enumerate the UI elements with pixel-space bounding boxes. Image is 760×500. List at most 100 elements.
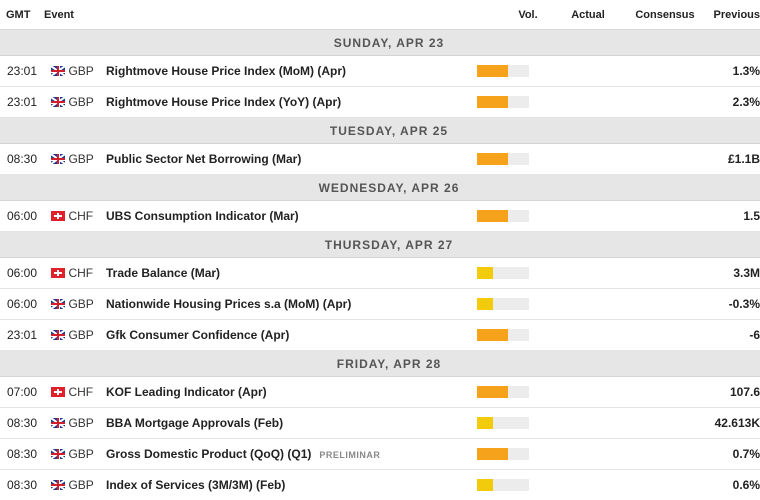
event-name[interactable]: Trade Balance (Mar): [106, 266, 477, 280]
event-time: 07:00: [7, 385, 38, 399]
volatility-bar: [477, 479, 529, 491]
header-volatility[interactable]: Vol.: [518, 8, 538, 21]
day-header: THURSDAY, APR 27: [0, 232, 760, 258]
event-title[interactable]: KOF Leading Indicator (Apr): [106, 385, 267, 399]
event-title[interactable]: Public Sector Net Borrowing (Mar): [106, 152, 302, 166]
table-header: GMT Event Vol. Actual Consensus Previous: [0, 0, 760, 30]
event-row[interactable]: 06:00 CHF Trade Balance (Mar) 3.3M: [0, 258, 760, 289]
volatility-bar: [477, 65, 529, 77]
day-header: TUESDAY, APR 25: [0, 118, 760, 144]
header-gmt[interactable]: GMT: [6, 8, 31, 21]
event-name[interactable]: Rightmove House Price Index (MoM) (Apr): [106, 64, 477, 78]
volatility-bar: [477, 329, 529, 341]
volatility-fill: [477, 479, 493, 491]
event-name[interactable]: Gross Domestic Product (QoQ) (Q1) PRELIMI…: [106, 447, 477, 461]
event-time: 06:00: [7, 209, 38, 223]
event-row[interactable]: 08:30 GBP Public Sector Net Borrowing (Mar…: [0, 144, 760, 175]
volatility-fill: [477, 417, 493, 429]
volatility-fill: [477, 298, 493, 310]
event-row[interactable]: 08:30 GBP Gross Domestic Product (QoQ) (Q1…: [0, 439, 760, 470]
day-header: SUNDAY, APR 23: [0, 30, 760, 56]
event-row[interactable]: 08:30 GBP Index of Services (3M/3M) (Feb) 0…: [0, 470, 760, 500]
volatility-fill: [477, 448, 509, 460]
event-currency: CHF: [68, 209, 94, 223]
volatility-fill: [477, 96, 509, 108]
event-time: 08:30: [7, 478, 38, 492]
volatility-fill: [477, 267, 493, 279]
event-previous: 0.6%: [732, 478, 760, 492]
event-time: 08:30: [7, 447, 38, 461]
event-title[interactable]: Nationwide Housing Prices s.a (MoM) (Apr…: [106, 297, 352, 311]
event-previous: 42.613K: [714, 416, 760, 430]
event-previous: 0.7%: [732, 447, 760, 461]
swiss-flag-icon: [51, 268, 66, 278]
event-time: 08:30: [7, 416, 38, 430]
event-row[interactable]: 06:00 CHF UBS Consumption Indicator (Mar) 1…: [0, 201, 760, 232]
event-tag: PRELIMINAR: [319, 450, 381, 460]
uk-flag-icon: [51, 299, 66, 309]
event-currency: GBP: [68, 152, 94, 166]
event-currency: CHF: [68, 385, 94, 399]
volatility-fill: [477, 210, 509, 222]
volatility-bar: [477, 417, 529, 429]
day-header: FRIDAY, APR 28: [0, 351, 760, 377]
event-currency: CHF: [68, 266, 94, 280]
event-title[interactable]: Index of Services (3M/3M) (Feb): [106, 478, 286, 492]
event-currency: GBP: [68, 447, 94, 461]
header-consensus[interactable]: Consensus: [635, 8, 695, 21]
event-title[interactable]: UBS Consumption Indicator (Mar): [106, 209, 299, 223]
event-previous: 3.3M: [733, 266, 760, 280]
event-time: 08:30: [7, 152, 38, 166]
event-row[interactable]: 23:01 GBP Gfk Consumer Confidence (Apr) -6: [0, 320, 760, 351]
event-row[interactable]: 07:00 CHF KOF Leading Indicator (Apr) 107.6: [0, 377, 760, 408]
event-name[interactable]: KOF Leading Indicator (Apr): [106, 385, 477, 399]
header-actual[interactable]: Actual: [571, 8, 605, 21]
event-name[interactable]: UBS Consumption Indicator (Mar): [106, 209, 477, 223]
event-title[interactable]: Gross Domestic Product (QoQ) (Q1): [106, 447, 312, 461]
uk-flag-icon: [51, 66, 66, 76]
event-currency: GBP: [68, 297, 94, 311]
event-time: 23:01: [7, 64, 38, 78]
volatility-bar: [477, 210, 529, 222]
event-currency: GBP: [68, 328, 94, 342]
header-previous[interactable]: Previous: [713, 8, 760, 21]
event-name[interactable]: BBA Mortgage Approvals (Feb): [106, 416, 477, 430]
event-row[interactable]: 08:30 GBP BBA Mortgage Approvals (Feb) 42.6…: [0, 408, 760, 439]
event-title[interactable]: Trade Balance (Mar): [106, 266, 221, 280]
event-name[interactable]: Index of Services (3M/3M) (Feb): [106, 478, 477, 492]
event-name[interactable]: Gfk Consumer Confidence (Apr): [106, 328, 477, 342]
volatility-fill: [477, 153, 509, 165]
event-currency: GBP: [68, 64, 94, 78]
volatility-bar: [477, 267, 529, 279]
swiss-flag-icon: [51, 211, 66, 221]
uk-flag-icon: [51, 480, 66, 490]
event-row[interactable]: 23:01 GBP Rightmove House Price Index (YoY…: [0, 87, 760, 118]
volatility-fill: [477, 65, 509, 77]
event-row[interactable]: 23:01 GBP Rightmove House Price Index (MoM…: [0, 56, 760, 87]
event-previous: 2.3%: [732, 95, 760, 109]
event-title[interactable]: Rightmove House Price Index (MoM) (Apr): [106, 64, 347, 78]
volatility-fill: [477, 329, 509, 341]
event-row[interactable]: 06:00 GBP Nationwide Housing Prices s.a (M…: [0, 289, 760, 320]
event-previous: 1.3%: [732, 64, 760, 78]
event-title[interactable]: BBA Mortgage Approvals (Feb): [106, 416, 284, 430]
event-time: 23:01: [7, 328, 38, 342]
event-previous: -0.3%: [728, 297, 760, 311]
event-previous: £1.1B: [727, 152, 760, 166]
uk-flag-icon: [51, 449, 66, 459]
event-time: 23:01: [7, 95, 38, 109]
event-name[interactable]: Public Sector Net Borrowing (Mar): [106, 152, 477, 166]
uk-flag-icon: [51, 418, 66, 428]
header-event[interactable]: Event: [44, 8, 74, 21]
event-previous: 1.5: [743, 209, 760, 223]
uk-flag-icon: [51, 330, 66, 340]
event-previous: -6: [749, 328, 760, 342]
volatility-bar: [477, 298, 529, 310]
event-name[interactable]: Nationwide Housing Prices s.a (MoM) (Apr…: [106, 297, 477, 311]
event-title[interactable]: Rightmove House Price Index (YoY) (Apr): [106, 95, 342, 109]
uk-flag-icon: [51, 97, 66, 107]
event-name[interactable]: Rightmove House Price Index (YoY) (Apr): [106, 95, 477, 109]
event-title[interactable]: Gfk Consumer Confidence (Apr): [106, 328, 290, 342]
volatility-bar: [477, 386, 529, 398]
